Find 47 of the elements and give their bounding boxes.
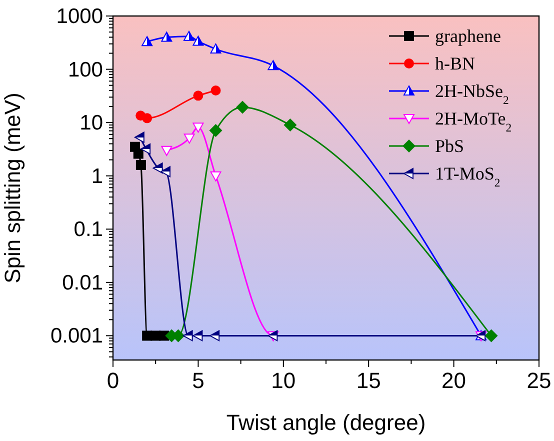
y-tick-label: 100 <box>68 58 103 82</box>
point <box>484 329 498 342</box>
point <box>182 330 193 342</box>
point <box>133 148 144 159</box>
point <box>210 44 222 54</box>
x-tick-label: 15 <box>356 368 381 393</box>
y-tick-label: 1 <box>91 164 103 188</box>
point <box>184 30 194 41</box>
point <box>192 330 203 342</box>
point <box>184 134 195 144</box>
point <box>142 113 152 124</box>
point <box>192 122 204 133</box>
point <box>160 166 170 178</box>
point <box>142 36 153 46</box>
y-tick-label: 1000 <box>56 5 103 28</box>
legend-label: 1T-MoS$_{2}$ <box>435 164 500 189</box>
point <box>136 160 146 170</box>
x-axis-title: Twist angle (degree) <box>226 410 426 435</box>
point <box>193 90 204 101</box>
legend-label: h-BN <box>435 54 475 74</box>
legend-label: PbS <box>435 136 464 156</box>
point <box>161 32 172 42</box>
point <box>134 132 144 143</box>
point <box>210 330 220 342</box>
x-tick-label: 5 <box>192 368 204 393</box>
x-tick-label: 10 <box>271 368 296 393</box>
x-tick-label: 20 <box>442 368 466 393</box>
legend-label: 2H-MoTe$_{2}$ <box>435 108 512 134</box>
point <box>209 124 222 137</box>
point <box>210 171 222 182</box>
y-tick-label: 0.1 <box>74 218 103 242</box>
point <box>152 162 163 174</box>
point <box>192 36 204 46</box>
point <box>284 118 297 132</box>
legend-label: graphene <box>435 26 501 46</box>
point <box>210 85 221 96</box>
point <box>236 100 250 114</box>
point <box>161 146 172 156</box>
legend-label: 2H-NbSe$_{2}$ <box>435 81 509 106</box>
y-tick-label: 10 <box>80 112 103 135</box>
point <box>140 143 151 154</box>
y-tick-label: 0.001 <box>50 324 103 348</box>
y-axis-title: Spin splitting (meV) <box>0 92 25 284</box>
y-tick-label: 0.01 <box>62 271 103 294</box>
point <box>268 60 279 70</box>
x-tick-label: 25 <box>526 368 552 393</box>
x-tick-label: 0 <box>106 368 120 393</box>
